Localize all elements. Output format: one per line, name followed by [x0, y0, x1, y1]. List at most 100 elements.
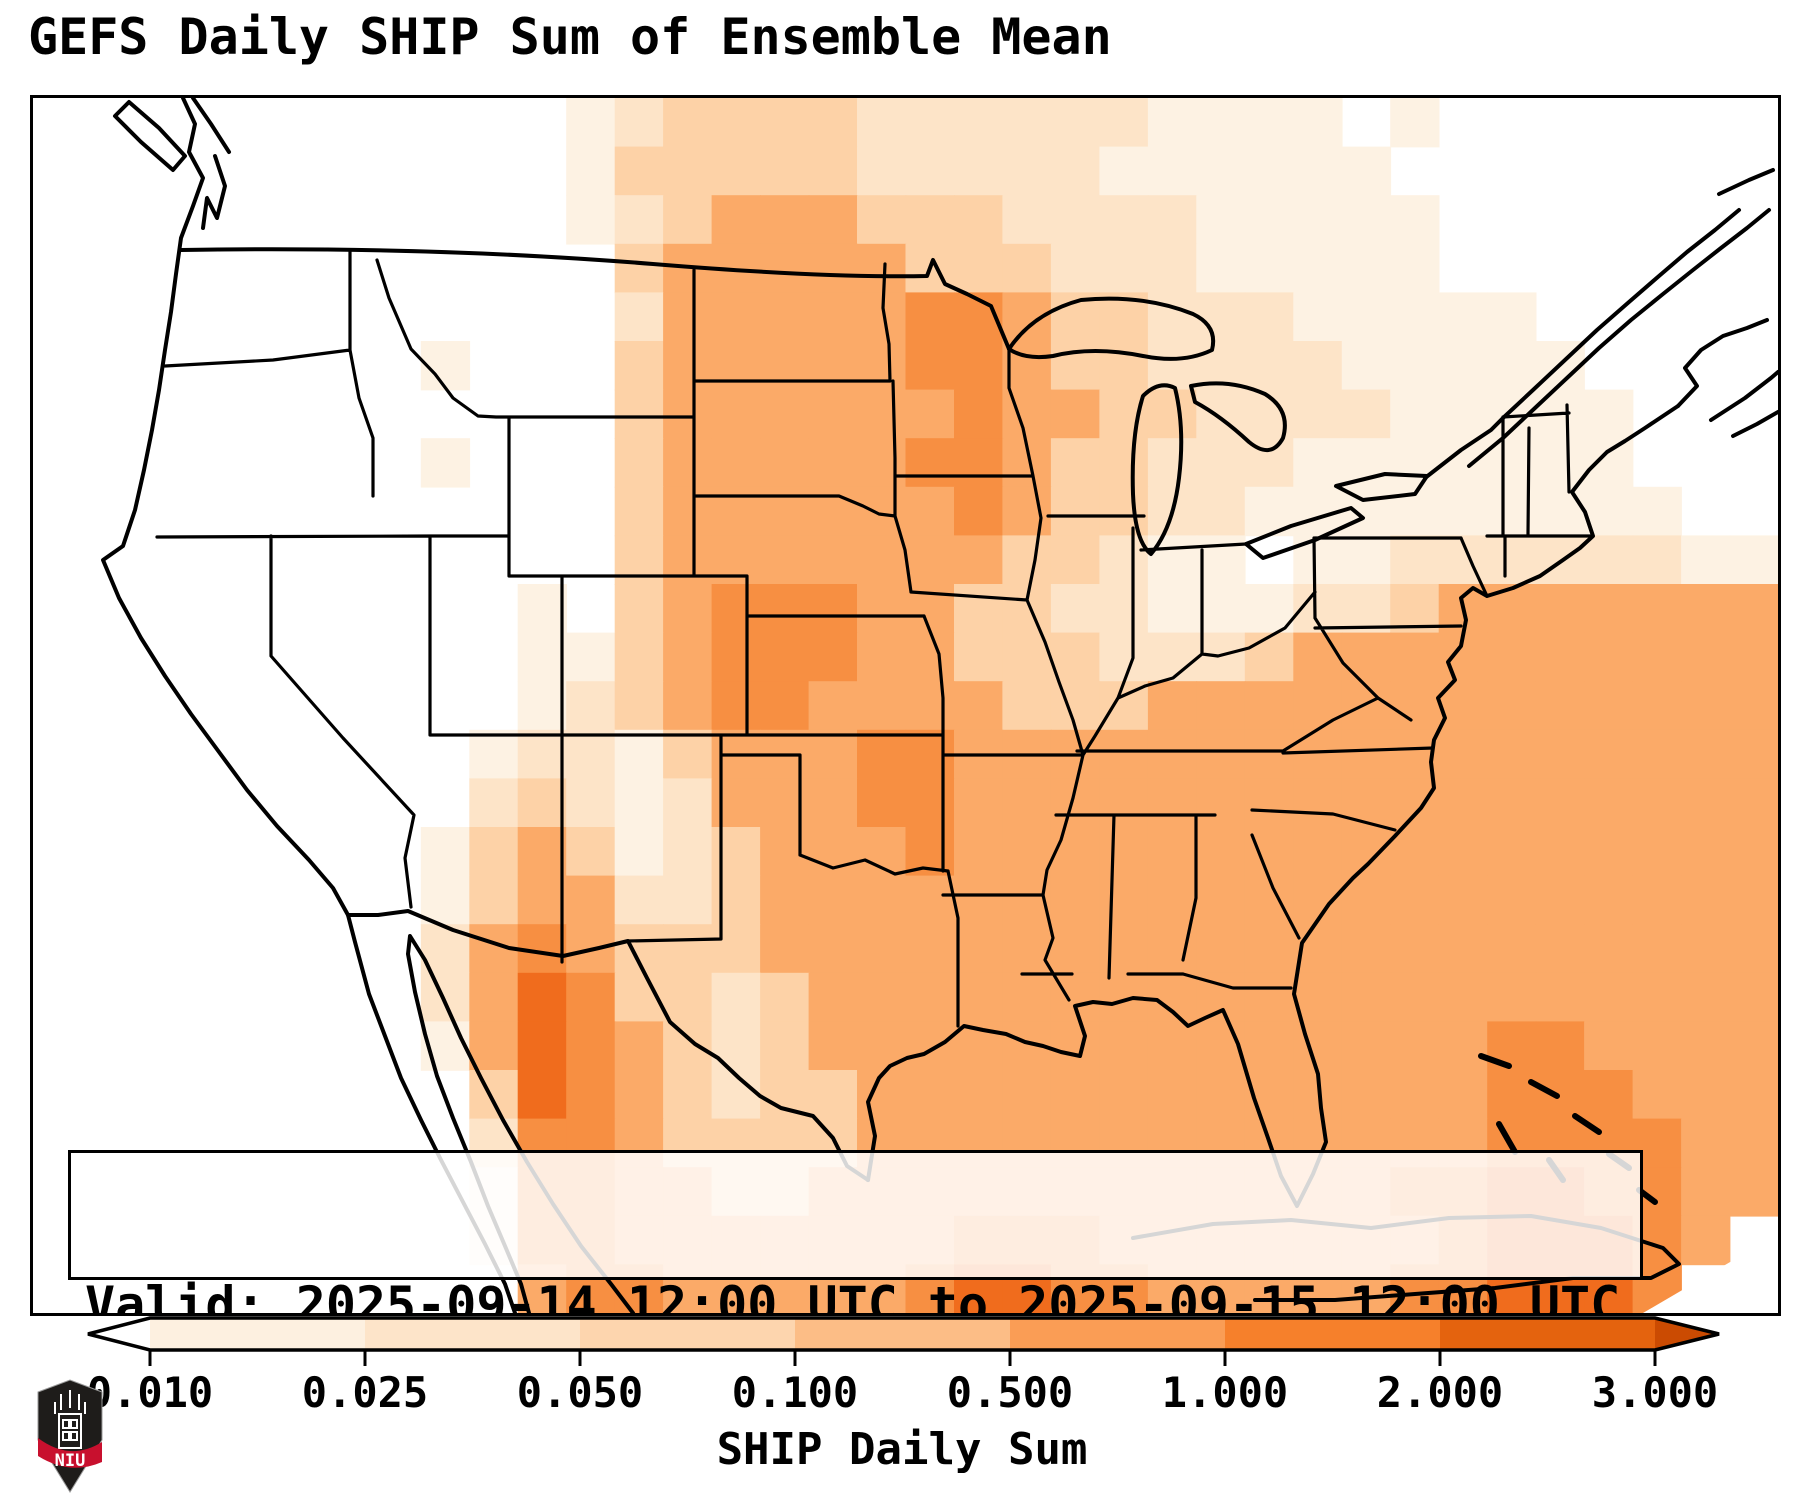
field-cell [1535, 584, 1585, 634]
field-cell [1147, 1070, 1198, 1120]
field-cell [566, 681, 616, 731]
field-cell [905, 1021, 955, 1071]
field-cell [1729, 535, 1778, 585]
field-cell [760, 924, 810, 974]
map-panel: Valid: 2025-09-14 12:00 UTC to 2025-09-1… [30, 95, 1781, 1316]
field-cell [1584, 1070, 1634, 1120]
field-cell [663, 292, 713, 342]
field-cell [1147, 972, 1198, 1023]
field-cell [614, 875, 664, 925]
field-cell [566, 972, 616, 1023]
canada-border-49n [179, 247, 1011, 351]
field-cell [469, 729, 519, 780]
colorbar-axis-label: SHIP Daily Sum [716, 1424, 1088, 1475]
field-cell [1147, 98, 1198, 148]
field-cell [1293, 292, 1343, 342]
field-cell [1196, 195, 1246, 245]
field-cell [808, 1021, 858, 1071]
colorbar-tick-label: 0.500 [946, 1368, 1074, 1417]
field-cell [905, 535, 955, 585]
field-cell [1535, 827, 1585, 877]
colorbar-segment [1440, 1318, 1656, 1350]
field-cell [566, 146, 616, 196]
field-cell [1147, 146, 1198, 196]
field-cell [1487, 584, 1537, 634]
field-cell [1293, 827, 1343, 877]
field-cell [1632, 681, 1682, 731]
field-cell [1390, 341, 1440, 391]
field-cell [905, 146, 955, 196]
field-cell [808, 875, 858, 925]
field-cell [1390, 875, 1440, 925]
field-cell [1244, 195, 1295, 245]
field-cell [1293, 681, 1343, 731]
field-cell [1729, 681, 1778, 731]
field-cell [1341, 341, 1392, 391]
colorbar-tick-label: 0.025 [301, 1368, 429, 1417]
field-cell [857, 341, 907, 391]
field-cell [1244, 875, 1295, 925]
field-cell [808, 1070, 858, 1120]
field-cell [905, 1070, 955, 1120]
field-cell [711, 389, 761, 439]
field-cell [1002, 389, 1052, 439]
field-cell [1341, 584, 1392, 634]
field-cell [711, 438, 761, 488]
field-cell [1632, 584, 1682, 634]
field-cell [954, 827, 1004, 877]
field-cell [1438, 924, 1488, 974]
field-cell [711, 1021, 761, 1071]
field-cell [663, 438, 713, 488]
field-cell [1002, 681, 1052, 731]
field-cell [614, 584, 664, 634]
field-cell [1584, 924, 1634, 974]
field-cell [1050, 875, 1101, 925]
field-cell [1487, 827, 1537, 877]
field-cell [1584, 827, 1634, 877]
field-cell [1050, 146, 1101, 196]
field-cell [1244, 632, 1295, 682]
field-cell [1050, 632, 1101, 682]
field-cell [1002, 195, 1052, 245]
field-cell [1293, 632, 1343, 682]
gulf-atlantic-coastline [866, 404, 1680, 1208]
figure-title: GEFS Daily SHIP Sum of Ensemble Mean [28, 8, 1112, 66]
field-cell [760, 486, 810, 537]
field-cell [517, 1070, 567, 1120]
field-cell [1293, 778, 1343, 828]
field-cell [711, 341, 761, 391]
colorbar-segment [1225, 1318, 1441, 1350]
colorbar-tick-label: 3.000 [1591, 1368, 1719, 1417]
field-cell [857, 1070, 907, 1120]
field-cell [1681, 1021, 1731, 1071]
field-cell [1002, 146, 1052, 196]
field-cell [469, 827, 519, 877]
colorbar-tick-label: 0.050 [516, 1368, 644, 1417]
field-cell [614, 438, 664, 488]
field-cell [1535, 924, 1585, 974]
field-cell [1487, 875, 1537, 925]
field-cell [857, 729, 907, 780]
field-cell [420, 972, 471, 1023]
field-cell [760, 438, 810, 488]
field-cell [1099, 924, 1149, 974]
field-cell [1147, 681, 1198, 731]
field-cell [1196, 632, 1246, 682]
field-cell [420, 438, 471, 488]
field-cell [614, 98, 664, 148]
field-cell [614, 827, 664, 877]
field-cell [1390, 195, 1440, 245]
field-cell [1099, 98, 1149, 148]
field-cell [614, 341, 664, 391]
field-cell [1147, 243, 1198, 294]
field-cell [517, 1021, 567, 1071]
colorbar-tick-label: 1.000 [1161, 1368, 1289, 1417]
field-cell [1535, 729, 1585, 780]
field-cell [1099, 1021, 1149, 1071]
field-cell [663, 729, 713, 780]
field-cell [711, 827, 761, 877]
field-cell [954, 584, 1004, 634]
field-cell [1196, 1070, 1246, 1120]
field-cell [1050, 827, 1101, 877]
field-cell [1341, 1070, 1392, 1120]
